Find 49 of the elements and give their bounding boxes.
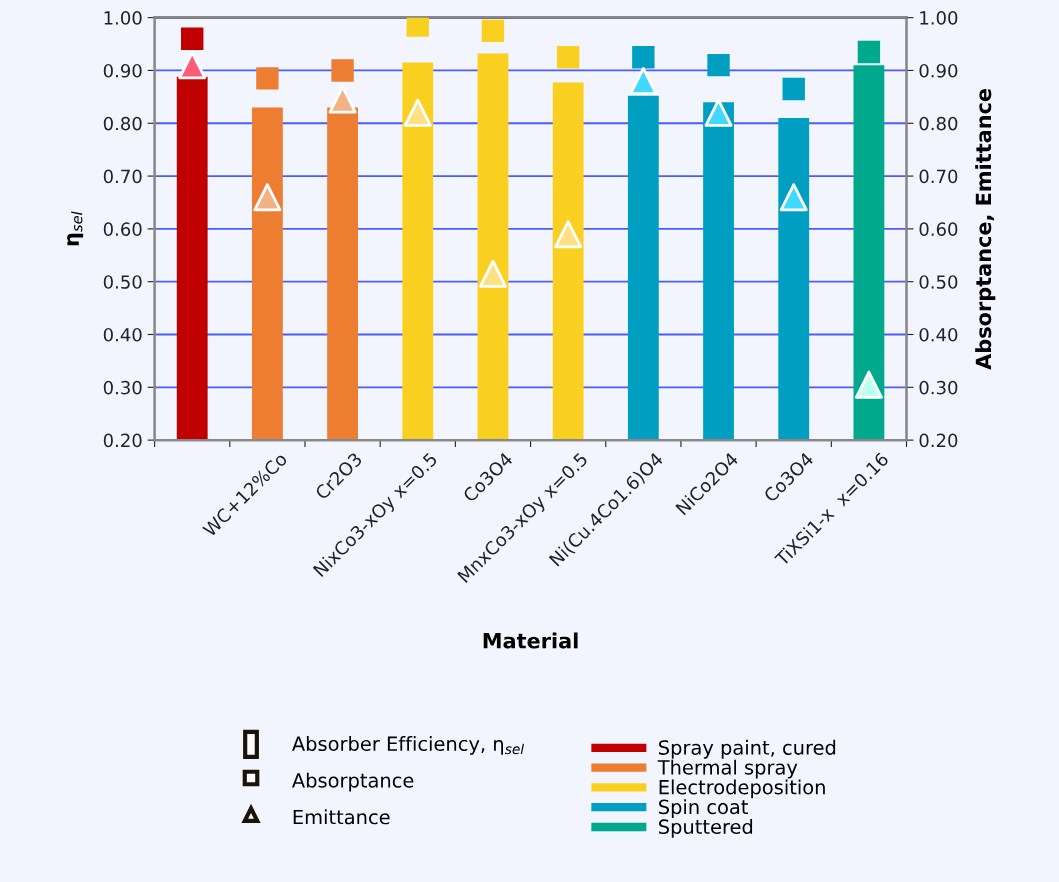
point [854, 370, 883, 399]
legend-label: Sputtered [659, 819, 753, 838]
y-tick-label: 1.00 [104, 11, 142, 25]
point [707, 53, 730, 77]
point [406, 17, 429, 37]
y-tick-label: 0.50 [103, 275, 142, 289]
point [331, 59, 354, 82]
y2-tick-label: 0.30 [919, 380, 958, 395]
point [253, 183, 282, 212]
y2-tick-label: 0.70 [919, 169, 958, 184]
legend-label: Spin coat [659, 799, 748, 819]
legend-label: Electrodeposition [659, 779, 825, 799]
text: Emittance [293, 809, 390, 825]
y-tick-label: 0.90 [103, 63, 142, 78]
y2-tick-label: 1.00 [920, 11, 958, 25]
point [554, 220, 583, 249]
x-axis-title: Material [483, 632, 578, 649]
y-tick-label: 0.60 [103, 222, 142, 236]
y-axis-title: η$_{sel}$ [67, 211, 84, 246]
y2-tick-label: 0.50 [919, 275, 958, 289]
y-tick-label: 0.70 [103, 169, 142, 184]
legend-label: Spray paint, cured [659, 739, 836, 759]
point [403, 98, 432, 127]
text: Absorber Efficiency, η$_{sel}$ [292, 736, 525, 755]
y2-axis-title: Absorptance, Emittance [975, 88, 996, 370]
point [181, 27, 204, 50]
y2-tick-label: 0.90 [919, 63, 958, 78]
point [478, 259, 507, 288]
point [632, 46, 655, 69]
y2-tick-label: 0.20 [919, 433, 958, 448]
point [556, 46, 580, 69]
point [178, 51, 207, 80]
y2-tick-label: 0.40 [919, 327, 958, 342]
y-tick-label: 0.80 [103, 116, 142, 131]
y-tick-label: 0.20 [103, 433, 142, 448]
point [629, 67, 658, 96]
point [256, 67, 279, 90]
y-tick-label: 0.30 [103, 380, 142, 395]
point [704, 98, 733, 127]
legend-label: Thermal spray [657, 759, 798, 779]
text: Absorptance [292, 772, 414, 792]
y2-tick-label: 0.60 [919, 222, 958, 236]
point [481, 19, 505, 43]
point [857, 40, 881, 64]
point [779, 183, 808, 212]
y-tick-label: 0.40 [103, 327, 142, 342]
y2-tick-label: 0.80 [919, 116, 958, 131]
point [782, 77, 805, 101]
point [328, 85, 357, 114]
